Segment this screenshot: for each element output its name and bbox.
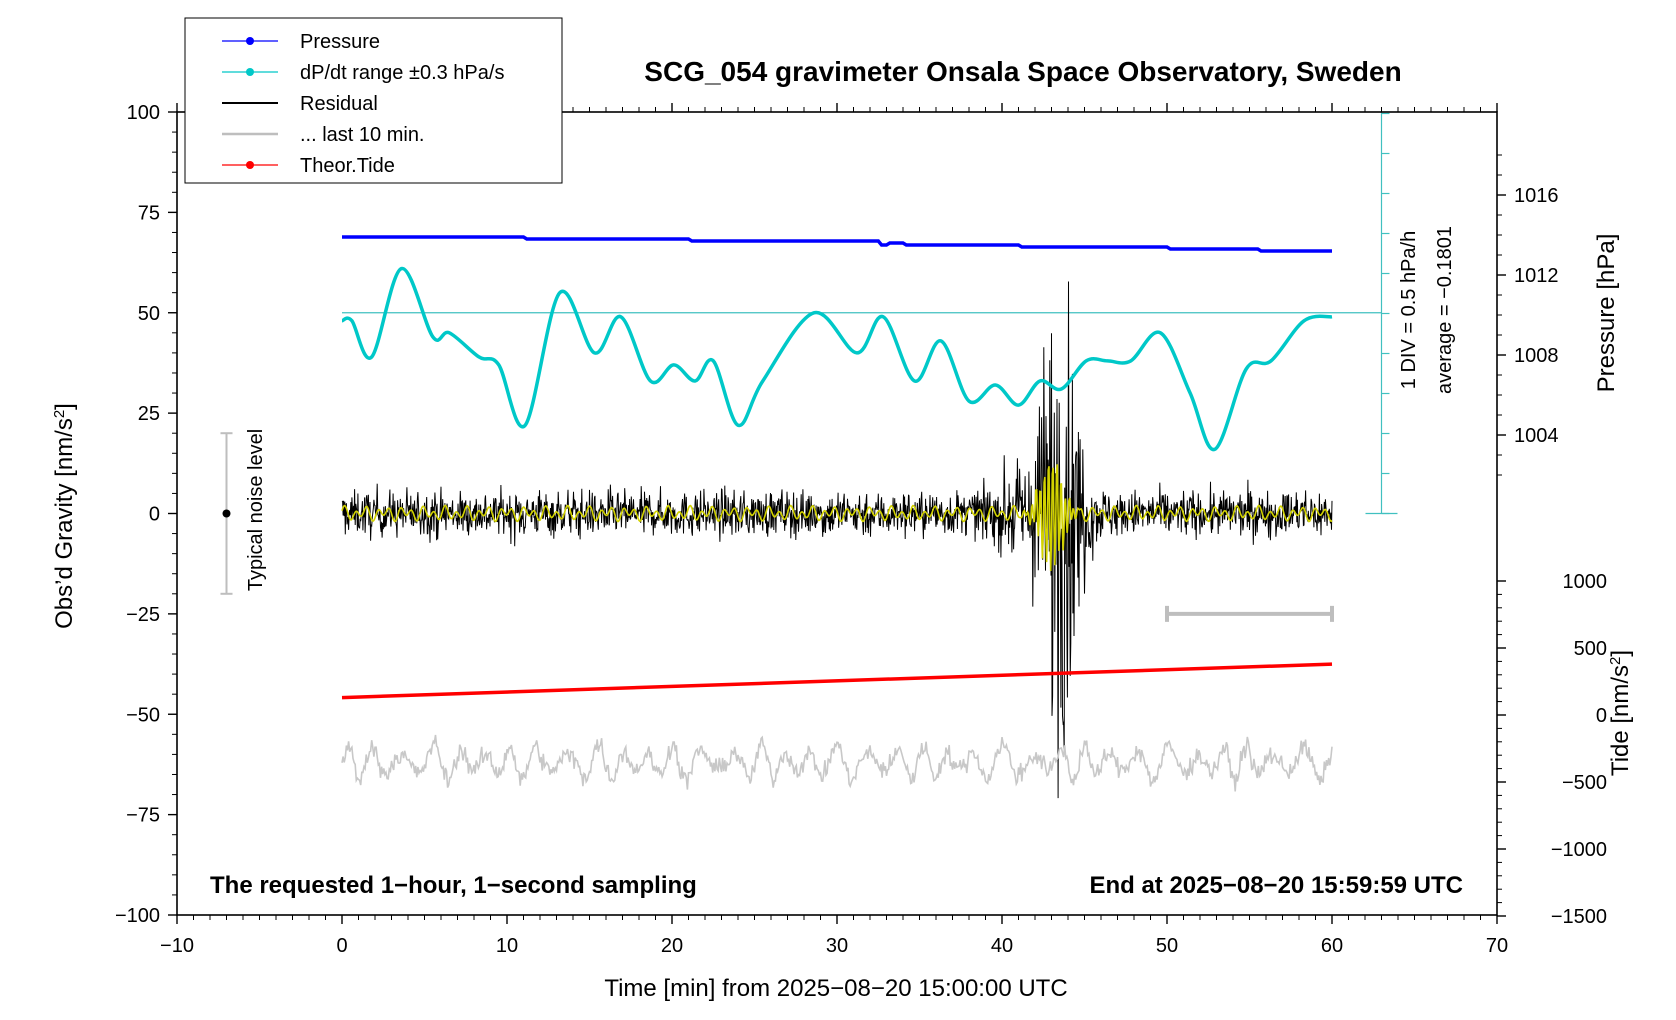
bottom-right-note: End at 2025−08−20 15:59:59 UTC: [1089, 872, 1463, 899]
y-tick-label: 25: [138, 403, 160, 425]
y-axis-title-left-sup: 2: [51, 410, 68, 418]
legend-item-pressure: Pressure: [222, 31, 380, 53]
bottom-left-note: The requested 1−hour, 1−second sampling: [210, 872, 697, 899]
legend-label-pressure: Pressure: [300, 31, 380, 53]
x-tick-label: 50: [1156, 935, 1178, 957]
legend-box: [184, 17, 563, 184]
chart-title: SCG_054 gravimeter Onsala Space Observat…: [644, 56, 1401, 87]
tide-tick-label: 1000: [1563, 571, 1608, 593]
noise-level-label: Typical noise level: [245, 429, 267, 591]
y-tick-label: −100: [115, 905, 160, 927]
legend-item-dpdt: dP/dt range ±0.3 hPa/s: [222, 62, 504, 84]
y-tick-label: 50: [138, 303, 160, 325]
y-tick-label: 75: [138, 202, 160, 224]
last-10-min-series: [341, 734, 1333, 792]
y-axis-title-tide-main: Tide [nm/s: [1607, 665, 1634, 776]
legend-item-last10: ... last 10 min.: [222, 124, 425, 146]
legend-marker-tide: [246, 161, 254, 169]
x-axis-title: Time [min] from 2025−08−20 15:00:00 UTC: [604, 975, 1067, 1002]
y-tick-label: 100: [127, 102, 160, 124]
tide-tick-label: 500: [1574, 638, 1607, 660]
legend-marker-pressure: [246, 37, 254, 45]
data-series: [220, 235, 1382, 799]
noise-bar-center: [222, 509, 231, 518]
legend: Pressure dP/dt range ±0.3 hPa/s Residual…: [184, 17, 563, 184]
x-tick-label: −10: [160, 935, 194, 957]
legend-label-residual: Residual: [300, 93, 378, 115]
tide-tick-label: −1500: [1551, 906, 1607, 928]
dpdt-series: [341, 266, 1333, 452]
x-tick-label: 0: [336, 935, 347, 957]
y-axis-title-tide: Tide [nm/s2]: [1607, 650, 1635, 776]
tide-tick-label: −1000: [1551, 839, 1607, 861]
y-tick-label: −50: [126, 704, 160, 726]
legend-label-dpdt: dP/dt range ±0.3 hPa/s: [300, 62, 504, 84]
x-tick-label: 40: [991, 935, 1013, 957]
pressure-tick-label: 1008: [1514, 345, 1559, 367]
legend-item-tide: Theor.Tide: [222, 155, 395, 177]
pressure-series: [342, 235, 1332, 253]
y-tick-label: 0: [149, 504, 160, 526]
theor-tide-series: [341, 662, 1333, 700]
scale-label-line1: 1 DIV = 0.5 hPa/h: [1398, 231, 1420, 389]
legend-marker-dpdt: [246, 68, 254, 76]
pressure-tick-label: 1004: [1514, 425, 1559, 447]
y-axis-title-left-main: Obs’d Gravity [nm/s: [51, 418, 78, 629]
y-axis-title-tide-sup: 2: [1607, 657, 1624, 665]
tide-tick-label: 0: [1596, 705, 1607, 727]
x-tick-label: 70: [1486, 935, 1508, 957]
legend-label-tide: Theor.Tide: [300, 155, 395, 177]
pressure-tick-label: 1012: [1514, 265, 1559, 287]
x-tick-label: 20: [661, 935, 683, 957]
x-tick-label: 10: [496, 935, 518, 957]
x-tick-label: 30: [826, 935, 848, 957]
y-axis-title-pressure: Pressure [hPa]: [1593, 234, 1620, 393]
axes: [168, 103, 1506, 924]
y-tick-label: −25: [126, 604, 160, 626]
legend-item-residual: Residual: [222, 93, 378, 115]
y-axis-title-left-end: ]: [51, 403, 78, 410]
y-axis-title-left: Obs’d Gravity [nm/s2]: [51, 403, 79, 629]
scale-label-line2: average = −0.1801: [1434, 226, 1456, 394]
filtered-residual-series: [341, 464, 1333, 572]
y-axis-title-tide-end: ]: [1607, 650, 1634, 657]
y-tick-label: −75: [126, 805, 160, 827]
x-tick-label: 60: [1321, 935, 1343, 957]
legend-label-last10: ... last 10 min.: [300, 124, 425, 146]
pressure-tick-label: 1016: [1514, 185, 1559, 207]
tide-tick-label: −500: [1562, 772, 1607, 794]
tick-labels: −10 0 10 20 30 40 50 60 701007550250−25−50−75−10…: [115, 102, 1607, 957]
